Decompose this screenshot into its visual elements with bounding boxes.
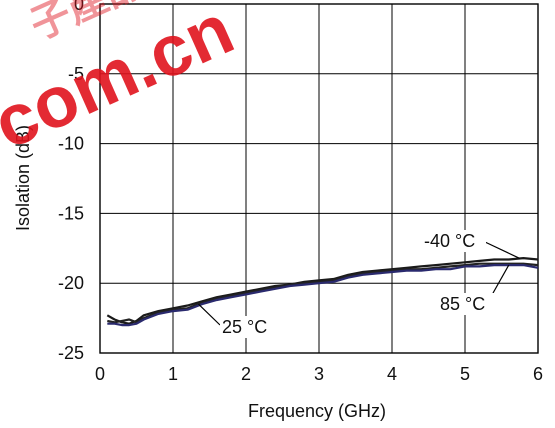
y-tick-label: 0 xyxy=(74,0,84,14)
annotation-bg-85 xyxy=(440,293,498,315)
x-tick-label: 1 xyxy=(168,364,178,384)
leader-25 xyxy=(198,303,221,326)
plot-frame xyxy=(99,3,539,354)
y-tick-label: -20 xyxy=(58,273,84,293)
x-tick-label: 2 xyxy=(241,364,251,384)
x-tick-label: 0 xyxy=(95,364,105,384)
x-tick-label: 4 xyxy=(387,364,397,384)
annotation-minus40: -40 °C xyxy=(424,231,475,251)
y-tick-label: -10 xyxy=(58,134,84,154)
leader-minus40 xyxy=(484,241,521,259)
y-tick-labels: 0 -5 -10 -15 -20 -25 xyxy=(58,0,84,363)
y-tick-label: -25 xyxy=(58,343,84,363)
series-layer xyxy=(106,257,539,327)
x-tick-label: 6 xyxy=(533,364,543,384)
x-tick-label: 5 xyxy=(460,364,470,384)
series-line-85 xyxy=(107,264,539,327)
series-line-minus40 xyxy=(106,257,539,325)
annotation-25: 25 °C xyxy=(222,317,267,337)
y-tick-label: -15 xyxy=(58,203,84,223)
x-tick-labels: 0 1 2 3 4 5 6 xyxy=(95,364,543,384)
annotation-bg-minus40 xyxy=(420,230,486,252)
x-axis-title: Frequency (GHz) xyxy=(248,401,386,421)
y-axis-title: Isolation (dB) xyxy=(13,125,33,231)
grid xyxy=(100,4,538,353)
y-tick-label: -5 xyxy=(68,64,84,84)
series-line-25 xyxy=(107,262,539,324)
annotation-bg-25 xyxy=(220,316,278,338)
annotation-85: 85 °C xyxy=(440,294,485,314)
x-tick-label: 3 xyxy=(314,364,324,384)
